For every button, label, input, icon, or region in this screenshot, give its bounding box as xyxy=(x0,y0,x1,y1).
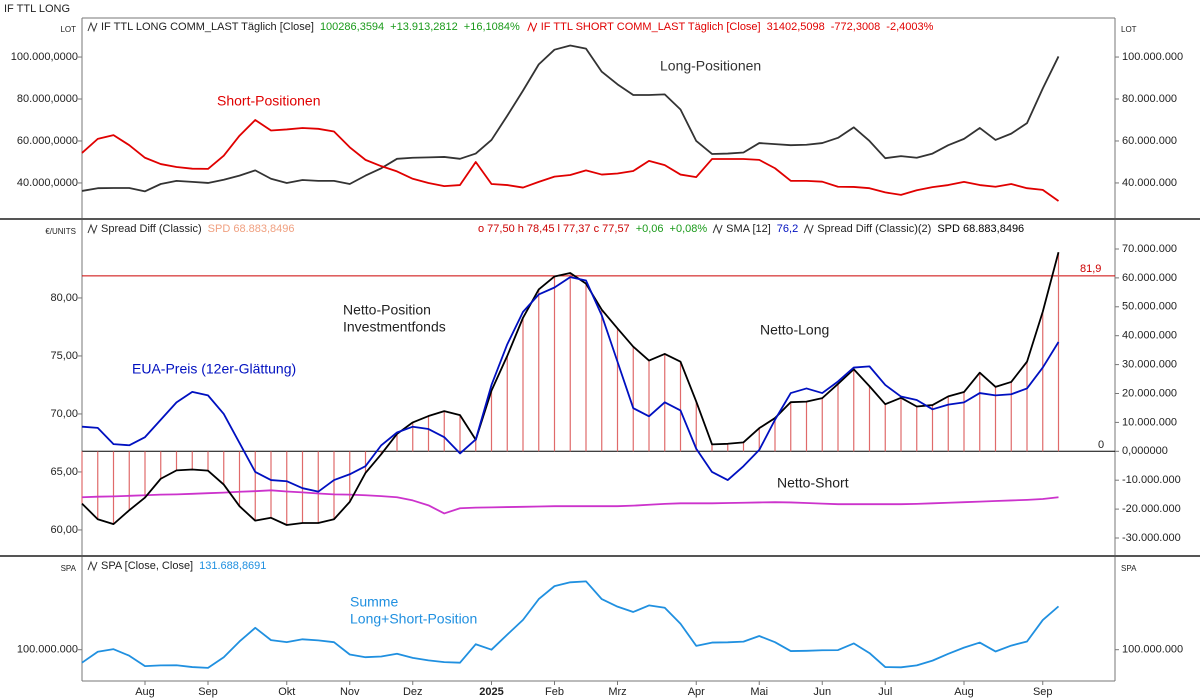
legend-text: IF TTL SHORT COMM_LAST Täglich [Close] xyxy=(541,21,761,33)
legend-icon xyxy=(712,223,723,235)
x-tick-label: Aug xyxy=(954,686,974,698)
legend-text: -2,4003% xyxy=(886,21,933,33)
y2-tick-label: 60.000.000 xyxy=(1122,135,1177,147)
x-tick-label: Feb xyxy=(545,686,564,698)
y2-tick-label: -10.000.000 xyxy=(1122,474,1181,486)
y2-tick-label: 70.000.000 xyxy=(1122,243,1177,255)
legend-icon xyxy=(803,223,814,235)
legend-text: SPD 68.883,8496 xyxy=(208,223,295,235)
series-line xyxy=(81,251,1060,526)
x-tick-label: Aug xyxy=(135,686,155,698)
annotation: Summe xyxy=(350,594,398,610)
legend-icon xyxy=(87,223,98,235)
x-tick-label: Dez xyxy=(403,686,423,698)
annotation: Netto-Long xyxy=(760,322,829,338)
y2-tick-label: 20.000.000 xyxy=(1122,387,1177,399)
y-tick-label: 80.000,0000 xyxy=(17,93,78,105)
y2-tick-label: 60.000.000 xyxy=(1122,272,1177,284)
series-line xyxy=(81,580,1060,669)
annotation: Long+Short-Position xyxy=(350,611,477,627)
y2-tick-label: -30.000.000 xyxy=(1122,532,1181,544)
series-line xyxy=(81,44,1060,193)
x-tick-label: Sep xyxy=(198,686,218,698)
legend-icon xyxy=(527,21,538,33)
y2-tick-label: 100.000.000 xyxy=(1122,51,1183,63)
legend-text: SMA [12] xyxy=(726,223,771,235)
x-tick-label: Apr xyxy=(688,686,705,698)
window-title: IF TTL LONG xyxy=(4,3,70,15)
series-line xyxy=(81,276,1060,493)
legend-text: +13.913,2812 xyxy=(390,21,458,33)
y2-tick-label: 80.000.000 xyxy=(1122,93,1177,105)
x-tick-label: Mrz xyxy=(608,686,626,698)
legend-text: IF TTL LONG COMM_LAST Täglich [Close] xyxy=(101,21,314,33)
series-line xyxy=(81,119,1060,202)
legend-text: SPD 68.883,8496 xyxy=(937,223,1024,235)
legend-text: +0,08% xyxy=(670,223,708,235)
y-tick-label: 60.000,0000 xyxy=(17,135,78,147)
y2-tick-label: 40.000.000 xyxy=(1122,330,1177,342)
x-tick-label: Okt xyxy=(278,686,295,698)
legend-text: +16,1084% xyxy=(464,21,520,33)
y2-tick-label: 30.000.000 xyxy=(1122,359,1177,371)
x-tick-label: 2025 xyxy=(479,686,503,698)
x-tick-label: Jun xyxy=(813,686,831,698)
y-unit-label: €/UNITS xyxy=(45,227,76,236)
legend-text: -772,3008 xyxy=(831,21,881,33)
legend-text: 131.688,8691 xyxy=(199,560,266,572)
legend-text: 31402,5098 xyxy=(767,21,825,33)
y2-tick-label: 40.000.000 xyxy=(1122,177,1177,189)
legend-text: 100286,3594 xyxy=(320,21,384,33)
legend-text: 76,2 xyxy=(777,223,798,235)
annotation: Netto-Short xyxy=(777,475,849,491)
y-tick-label: 75,00 xyxy=(50,350,78,362)
reference-label: 81,9 xyxy=(1080,263,1101,275)
legend-text: Spread Diff (Classic)(2) xyxy=(817,223,931,235)
x-tick-label: Jul xyxy=(878,686,892,698)
annotation: Netto-Position xyxy=(343,302,431,318)
legend-icon xyxy=(87,21,98,33)
legend-text: +0,06 xyxy=(636,223,664,235)
y-tick-label: 65,00 xyxy=(50,466,78,478)
x-tick-label: Sep xyxy=(1033,686,1053,698)
y2-tick-label: 50.000.000 xyxy=(1122,301,1177,313)
y-unit-label: LOT xyxy=(60,25,76,34)
y-tick-label: 100.000.000 xyxy=(17,644,78,656)
y2-tick-label: 10.000.000 xyxy=(1122,416,1177,428)
zero-label: 0 xyxy=(1098,439,1104,451)
y-tick-label: 100.000,0000 xyxy=(11,51,78,63)
annotation: Investmentfonds xyxy=(343,319,446,335)
annotation: EUA-Preis (12er-Glättung) xyxy=(132,361,296,377)
y-tick-label: 100.000.000 xyxy=(1122,644,1183,656)
y-unit-label: SPA xyxy=(61,564,77,573)
legend-icon xyxy=(87,560,98,572)
y2-tick-label: -20.000.000 xyxy=(1122,503,1181,515)
annotation: Long-Positionen xyxy=(660,58,761,74)
y2-unit-label: SPA xyxy=(1121,564,1137,573)
y-tick-label: 70,00 xyxy=(50,408,78,420)
y2-tick-label: 0,000000 xyxy=(1122,445,1168,457)
x-tick-label: Nov xyxy=(340,686,360,698)
y-tick-label: 80,00 xyxy=(50,292,78,304)
series-line xyxy=(81,489,1059,515)
y2-unit-label: LOT xyxy=(1121,25,1137,34)
legend-text: Spread Diff (Classic) xyxy=(101,223,202,235)
y-tick-label: 60,00 xyxy=(50,524,78,536)
annotation: Short-Positionen xyxy=(217,93,321,109)
legend-text: SPA [Close, Close] xyxy=(101,560,193,572)
y-tick-label: 40.000,0000 xyxy=(17,177,78,189)
legend-text: o 77,50 h 78,45 l 77,37 c 77,57 xyxy=(478,223,630,235)
x-tick-label: Mai xyxy=(750,686,768,698)
